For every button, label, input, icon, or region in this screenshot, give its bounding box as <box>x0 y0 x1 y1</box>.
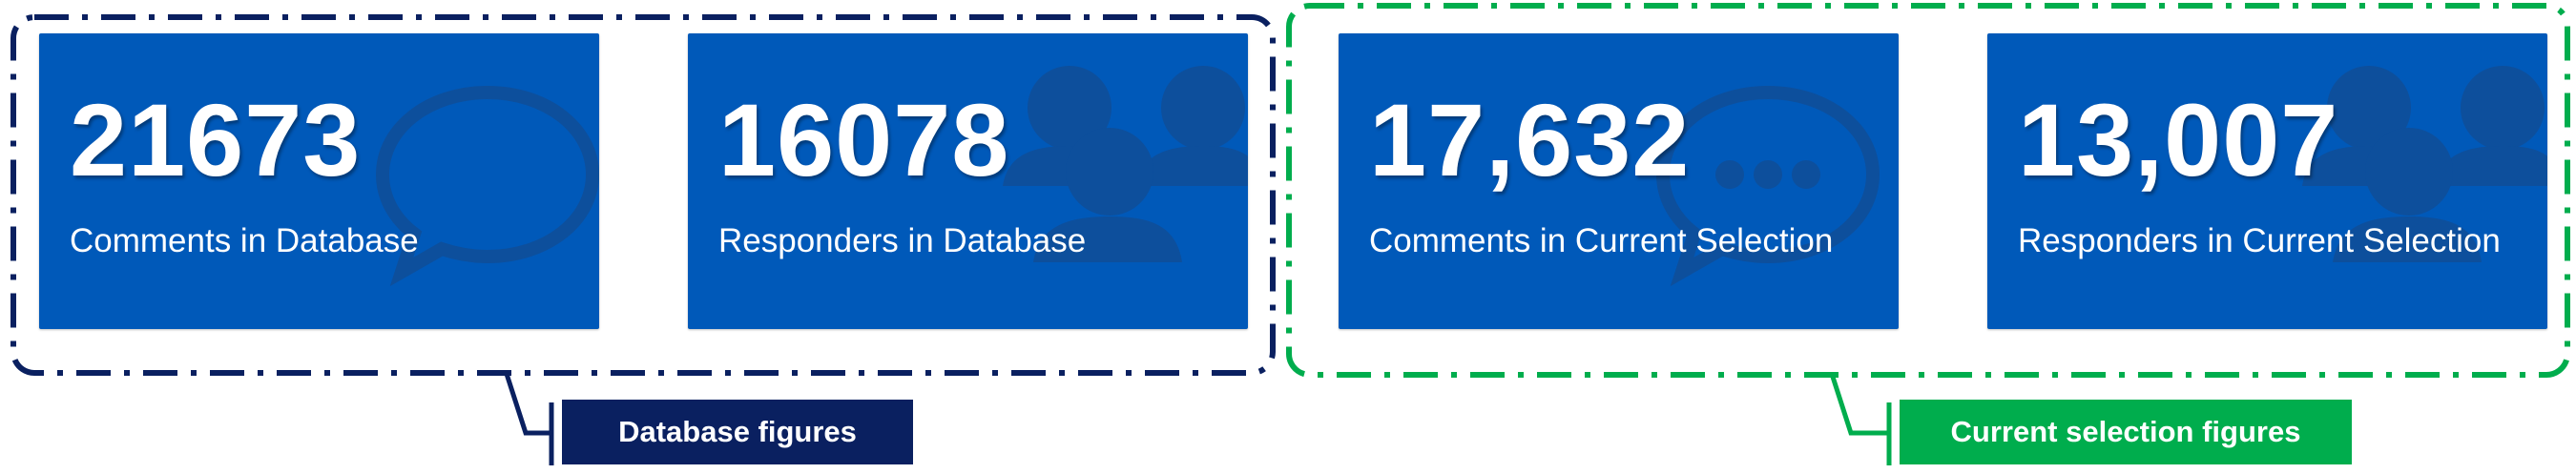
comments-in-database-card: 21673 Comments in Database <box>39 33 599 329</box>
comment-dots-icon <box>1655 85 1880 287</box>
responders-in-selection-value: 13,007 <box>2018 82 2339 197</box>
responders-in-database-card: 16078 Responders in Database <box>688 33 1248 329</box>
responders-in-database-value: 16078 <box>718 82 1010 197</box>
database-figures-tag: Database figures <box>562 400 913 464</box>
responders-in-selection-card: 13,007 Responders in Current Selection <box>1987 33 2547 329</box>
users-icon <box>1003 66 1248 262</box>
selection-connector <box>1829 373 1889 436</box>
comments-in-selection-label: Comments in Current Selection <box>1369 222 1834 259</box>
comments-in-database-label: Comments in Database <box>70 222 419 259</box>
comment-icon <box>375 85 599 287</box>
responders-in-selection-label: Responders in Current Selection <box>2018 222 2501 259</box>
responders-in-database-label: Responders in Database <box>718 222 1087 259</box>
users-icon <box>2302 66 2547 262</box>
current-selection-figures-tag: Current selection figures <box>1900 400 2352 464</box>
database-group-frame <box>10 14 1276 376</box>
comments-in-selection-value: 17,632 <box>1369 82 1691 197</box>
selection-group-frame <box>1286 3 2570 378</box>
database-connector <box>504 373 551 436</box>
comments-in-selection-card: 17,632 Comments in Current Selection <box>1339 33 1899 329</box>
comments-in-database-value: 21673 <box>70 82 362 197</box>
